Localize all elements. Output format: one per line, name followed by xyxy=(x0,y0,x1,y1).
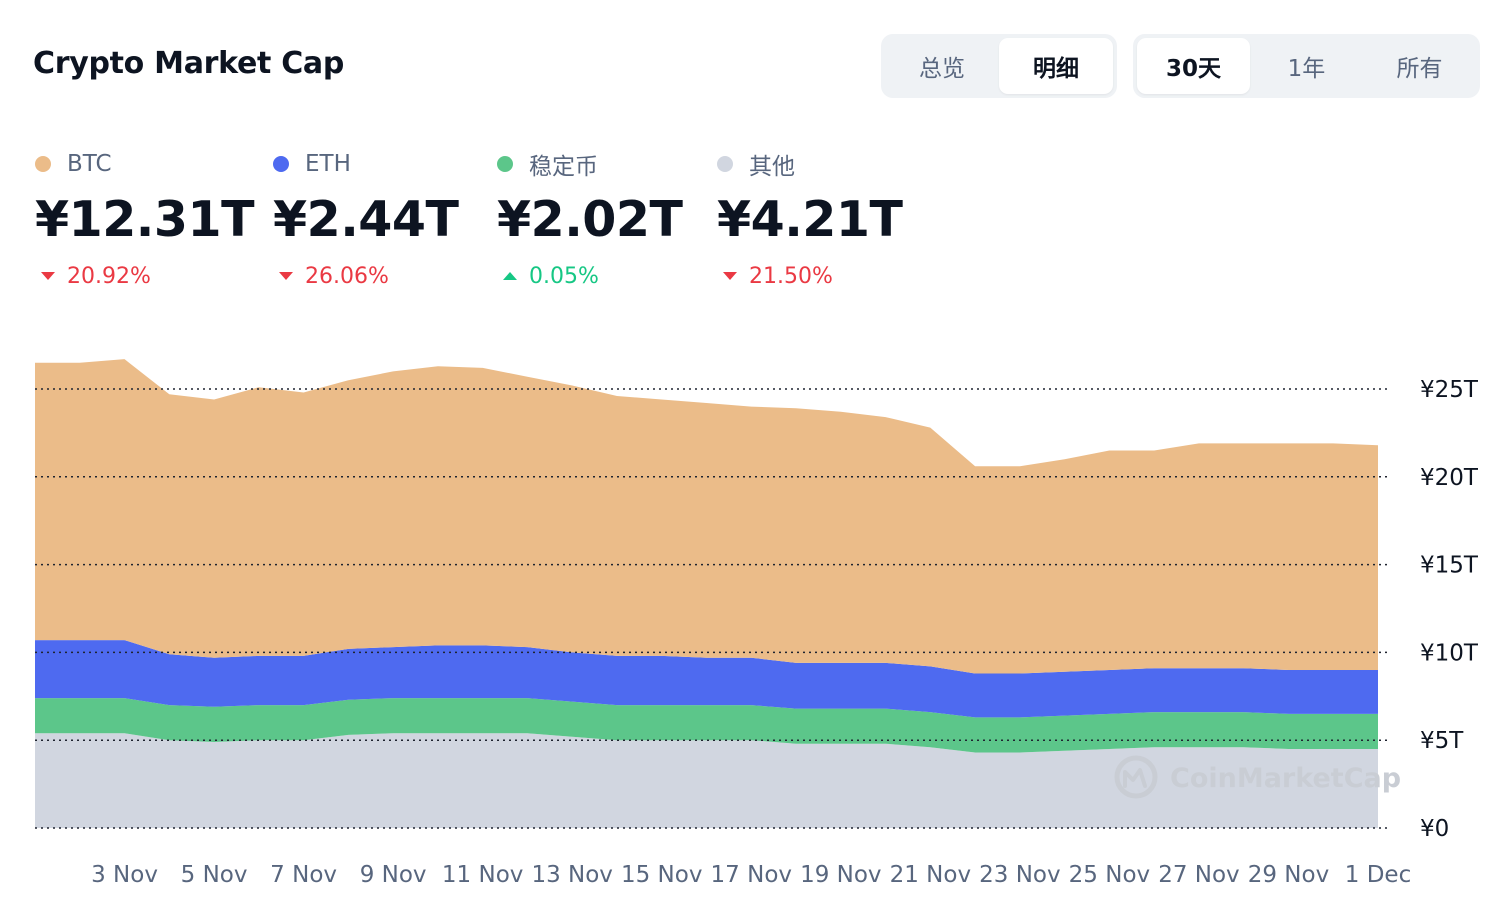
eth-market-cap: ¥2.44T xyxy=(273,191,459,248)
x-axis-tick-label: 7 Nov xyxy=(270,862,337,888)
x-axis-tick-label: 21 Nov xyxy=(890,862,971,888)
btc-change: 20.92% xyxy=(67,263,151,289)
legend-other-label: 其他 xyxy=(749,154,795,180)
y-axis-tick-label: ¥0 xyxy=(1420,816,1449,842)
x-axis-tick-label: 27 Nov xyxy=(1158,862,1239,888)
x-axis-tick-label: 29 Nov xyxy=(1248,862,1329,888)
watermark-text: CoinMarketCap xyxy=(1170,763,1401,794)
btc-color-dot xyxy=(35,156,51,172)
eth-change: 26.06% xyxy=(305,263,389,289)
page-title: Crypto Market Cap xyxy=(33,46,345,81)
time-range-toggle: 30天 1年 所有 xyxy=(1133,34,1480,98)
x-axis-tick-label: 1 Dec xyxy=(1345,862,1411,888)
area-series-eth[interactable] xyxy=(35,640,1378,718)
coinmarketcap-logo-mark xyxy=(1123,768,1147,788)
legend-stablecoin[interactable]: 稳定币 ¥2.02T 0.05% xyxy=(497,148,683,290)
x-axis-tick-label: 11 Nov xyxy=(442,862,523,888)
range-all-tab[interactable]: 所有 xyxy=(1396,56,1443,82)
eth-color-dot xyxy=(273,156,289,172)
btc-market-cap: ¥12.31T xyxy=(35,191,255,248)
x-axis-tick-label: 15 Nov xyxy=(621,862,702,888)
x-axis-tick-label: 5 Nov xyxy=(181,862,248,888)
range-1y-tab[interactable]: 1年 xyxy=(1287,56,1326,82)
triangle-down-icon xyxy=(723,272,737,280)
stablecoin-change: 0.05% xyxy=(529,263,599,289)
range-30d-tab[interactable]: 30天 xyxy=(1137,38,1250,94)
triangle-down-icon xyxy=(41,272,55,280)
detail-tab[interactable]: 明细 xyxy=(999,38,1113,94)
legend-eth[interactable]: ETH ¥2.44T 26.06% xyxy=(273,148,459,290)
other-market-cap: ¥4.21T xyxy=(717,191,903,248)
area-series-btc[interactable] xyxy=(35,359,1378,674)
coinmarketcap-logo-icon xyxy=(1114,755,1158,799)
area-series-stablecoin[interactable] xyxy=(35,698,1378,753)
y-axis-tick-label: ¥25T xyxy=(1420,377,1479,403)
legend-other[interactable]: 其他 ¥4.21T 21.50% xyxy=(717,148,903,290)
coinmarketcap-watermark: CoinMarketCap xyxy=(1114,755,1401,799)
stablecoin-market-cap: ¥2.02T xyxy=(497,191,683,248)
other-color-dot xyxy=(717,156,733,172)
y-axis-tick-label: ¥15T xyxy=(1420,553,1479,579)
other-change: 21.50% xyxy=(749,263,833,289)
legend-btc[interactable]: BTC ¥12.31T 20.92% xyxy=(35,148,255,290)
legend-btc-label: BTC xyxy=(67,151,112,177)
x-axis-tick-label: 3 Nov xyxy=(91,862,158,888)
triangle-up-icon xyxy=(503,272,517,280)
y-axis-tick-label: ¥10T xyxy=(1420,640,1479,666)
x-axis-tick-label: 23 Nov xyxy=(979,862,1060,888)
y-axis-tick-label: ¥5T xyxy=(1420,728,1464,754)
overview-tab[interactable]: 总览 xyxy=(919,56,965,82)
legend-stablecoin-label: 稳定币 xyxy=(529,154,598,180)
view-toggle: 总览 明细 xyxy=(881,34,1117,98)
x-axis-tick-label: 9 Nov xyxy=(360,862,427,888)
x-axis-tick-label: 25 Nov xyxy=(1069,862,1150,888)
triangle-down-icon xyxy=(279,272,293,280)
x-axis-tick-label: 17 Nov xyxy=(711,862,792,888)
x-axis-tick-label: 19 Nov xyxy=(800,862,881,888)
legend-eth-label: ETH xyxy=(305,151,351,177)
x-axis-tick-label: 13 Nov xyxy=(531,862,612,888)
y-axis-tick-label: ¥20T xyxy=(1420,465,1479,491)
area-series-other[interactable] xyxy=(35,733,1378,828)
stablecoin-color-dot xyxy=(497,156,513,172)
